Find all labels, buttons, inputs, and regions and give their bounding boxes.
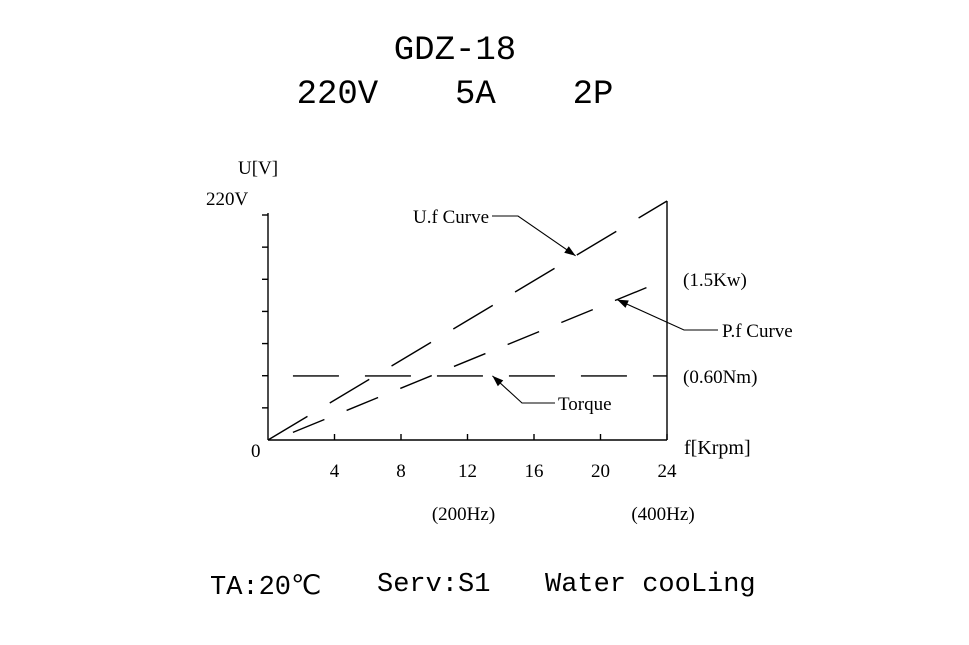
frequency-annotation: (200Hz) [432,504,495,525]
series-line [267,200,668,441]
frequency-annotation: (400Hz) [631,504,694,525]
x-tick-label: 8 [396,461,406,482]
leader-line [492,375,555,404]
y-max-label: 220V [206,189,249,210]
arrowhead [492,375,504,387]
ambient-temperature: TA:20℃ [210,573,322,603]
x-tick-label: 16 [525,461,544,482]
chart-title: GDZ-18 [393,32,517,70]
series-label: P.f Curve [722,321,793,342]
tick-marks [262,214,668,440]
y-axis-label: U[V] [238,158,278,179]
chart-labels: 4 8 12 16 20 24 U[V] 220V 0 f[Krpm] (200Hz) (400Hz)… [206,158,793,525]
x-tick-label: 20 [591,461,610,482]
leader-line [492,215,576,257]
x-tick-label: 12 [458,461,477,482]
leader-line [616,299,718,331]
chart-subtitle-specs: 220V 5A 2P [296,76,614,114]
x-tick-label: 4 [330,461,340,482]
series-label: U.f Curve [413,207,489,228]
x-axis-label: f[Krpm] [684,437,751,459]
service-duty: Serv:S1 [377,570,491,600]
x-tick-label: 24 [658,461,678,482]
series-lines [267,200,668,441]
arrowhead [564,246,576,256]
series-end-label: (0.60Nm) [683,367,757,388]
arrowhead [617,299,629,308]
cooling-method: Water cooLing [545,570,756,600]
series-label: Torque [558,394,612,415]
series-end-label: (1.5Kw) [683,270,747,291]
series-line [292,278,668,434]
origin-label: 0 [251,441,261,462]
